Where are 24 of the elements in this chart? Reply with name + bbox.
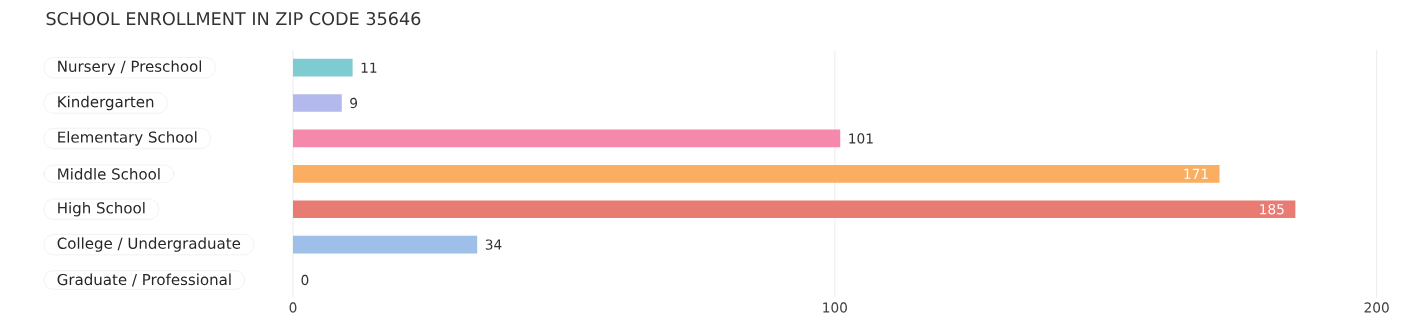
y-tick-label: Graduate / Professional — [57, 273, 231, 287]
y-tick-label: Nursery / Preschool — [58, 60, 202, 75]
data-label: 34 — [485, 239, 502, 250]
bar — [293, 235, 478, 254]
y-tick-label: Kindergarten — [58, 95, 154, 111]
x-tick-label: 100 — [823, 302, 847, 313]
bar — [293, 165, 1220, 183]
data-label: 185 — [1260, 204, 1284, 215]
y-tick-label: Elementary School — [58, 131, 197, 146]
y-tick-label: High School — [58, 201, 145, 217]
data-label: 11 — [361, 62, 377, 73]
data-label: 0 — [301, 274, 309, 286]
bar — [293, 129, 841, 148]
data-label: 9 — [350, 97, 358, 109]
bar — [293, 200, 1296, 219]
bar — [293, 94, 342, 112]
y-tick-label: Middle School — [58, 168, 160, 180]
data-label: 171 — [1184, 168, 1208, 179]
x-tick-label: 0 — [289, 302, 297, 313]
data-label: 101 — [849, 133, 873, 144]
x-tick-label: 200 — [1364, 302, 1389, 313]
y-tick-label: College / Undergraduate — [57, 237, 241, 252]
bar — [293, 58, 353, 77]
chart-title: SCHOOL ENROLLMENT IN ZIP CODE 35646 — [46, 11, 421, 26]
